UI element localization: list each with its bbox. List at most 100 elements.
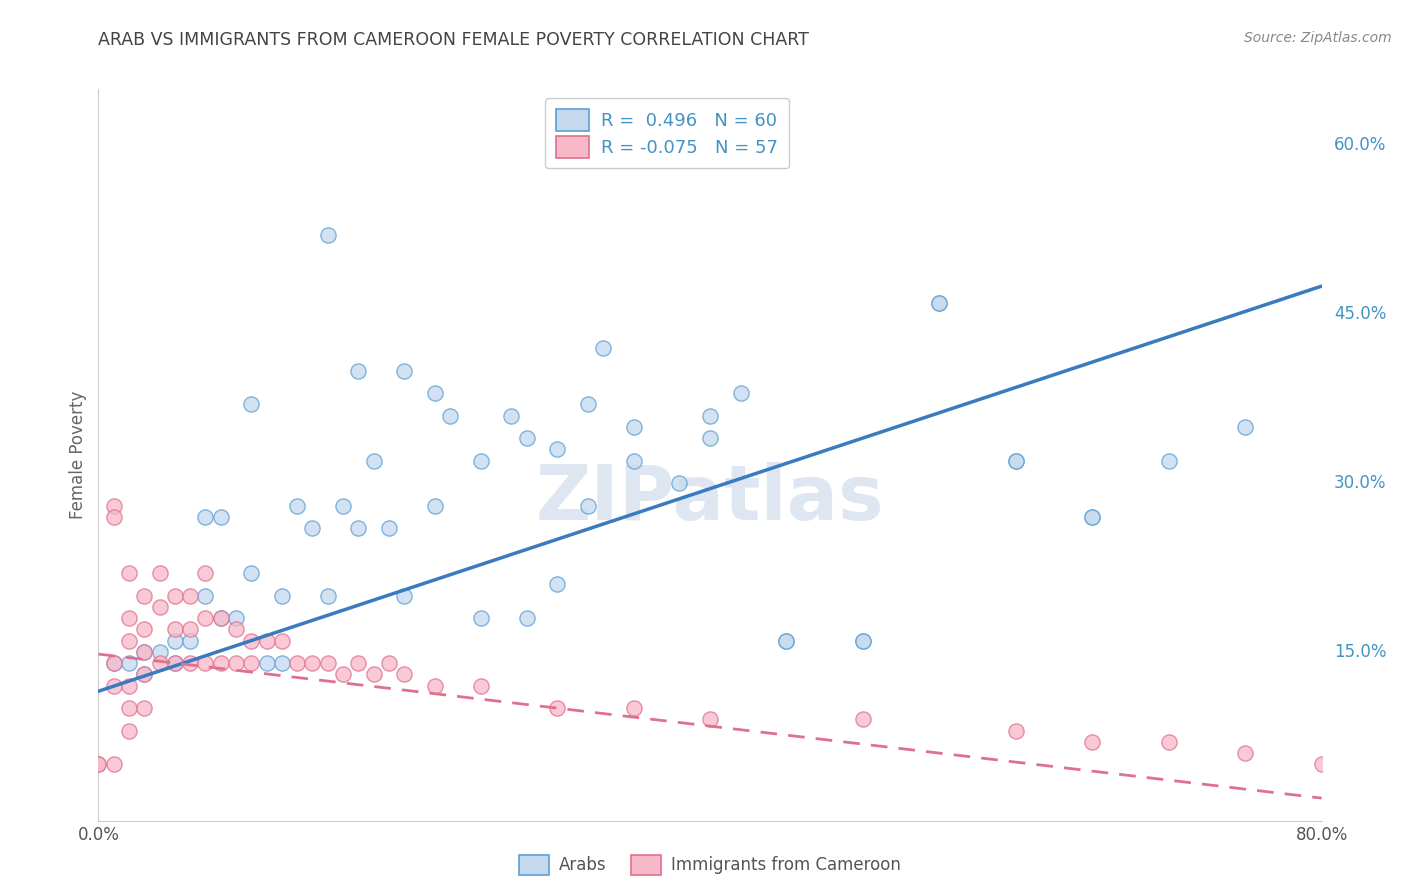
Point xyxy=(516,611,538,625)
Point xyxy=(546,442,568,457)
Point xyxy=(347,656,370,670)
Point xyxy=(225,656,247,670)
Point xyxy=(149,599,172,614)
Point xyxy=(699,431,721,445)
Point xyxy=(118,656,141,670)
Y-axis label: Female Poverty: Female Poverty xyxy=(69,391,87,519)
Point xyxy=(516,431,538,445)
Point xyxy=(134,667,156,681)
Point xyxy=(149,566,172,580)
Point xyxy=(1234,419,1257,434)
Point xyxy=(623,701,645,715)
Point xyxy=(163,623,186,637)
Point xyxy=(149,645,172,659)
Point xyxy=(775,633,797,648)
Point xyxy=(730,386,752,401)
Text: ZIPatlas: ZIPatlas xyxy=(536,462,884,536)
Point xyxy=(103,509,125,524)
Point xyxy=(301,656,323,670)
Point xyxy=(316,228,339,243)
Point xyxy=(225,623,247,637)
Point xyxy=(1004,453,1026,467)
Point xyxy=(209,509,232,524)
Point xyxy=(149,656,172,670)
Point xyxy=(103,499,125,513)
Point xyxy=(194,566,217,580)
Point xyxy=(118,701,141,715)
Point xyxy=(209,611,232,625)
Point xyxy=(378,521,401,535)
Point xyxy=(546,701,568,715)
Point xyxy=(470,453,492,467)
Point xyxy=(470,611,492,625)
Point xyxy=(103,656,125,670)
Point xyxy=(240,397,263,411)
Point xyxy=(270,633,292,648)
Point xyxy=(623,453,645,467)
Point xyxy=(546,577,568,591)
Point xyxy=(332,499,354,513)
Point xyxy=(392,363,416,377)
Point xyxy=(347,521,370,535)
Point xyxy=(163,589,186,603)
Point xyxy=(775,633,797,648)
Point xyxy=(118,679,141,693)
Point xyxy=(209,656,232,670)
Point xyxy=(134,645,156,659)
Point xyxy=(928,296,950,310)
Point xyxy=(470,679,492,693)
Text: 15.0%: 15.0% xyxy=(1334,643,1386,661)
Point xyxy=(163,656,186,670)
Point xyxy=(852,633,875,648)
Point xyxy=(285,656,308,670)
Point xyxy=(103,679,125,693)
Text: 30.0%: 30.0% xyxy=(1334,474,1386,492)
Point xyxy=(118,566,141,580)
Point xyxy=(87,757,110,772)
Point xyxy=(194,509,217,524)
Point xyxy=(270,656,292,670)
Text: 45.0%: 45.0% xyxy=(1334,305,1386,323)
Point xyxy=(134,645,156,659)
Text: ARAB VS IMMIGRANTS FROM CAMEROON FEMALE POVERTY CORRELATION CHART: ARAB VS IMMIGRANTS FROM CAMEROON FEMALE … xyxy=(98,31,810,49)
Point xyxy=(118,723,141,738)
Point xyxy=(423,386,446,401)
Point xyxy=(316,656,339,670)
Point xyxy=(103,656,125,670)
Point xyxy=(134,701,156,715)
Point xyxy=(592,341,614,355)
Point xyxy=(1157,453,1180,467)
Point xyxy=(134,623,156,637)
Point xyxy=(423,679,446,693)
Point xyxy=(134,667,156,681)
Point xyxy=(194,656,217,670)
Point xyxy=(134,589,156,603)
Point xyxy=(240,656,263,670)
Point xyxy=(179,633,201,648)
Point xyxy=(576,499,599,513)
Point xyxy=(225,611,247,625)
Point xyxy=(1081,509,1104,524)
Point xyxy=(118,611,141,625)
Point xyxy=(668,476,690,491)
Point xyxy=(179,623,201,637)
Legend: Arabs, Immigrants from Cameroon: Arabs, Immigrants from Cameroon xyxy=(512,848,908,882)
Point xyxy=(928,296,950,310)
Point xyxy=(392,589,416,603)
Point xyxy=(852,712,875,726)
Point xyxy=(378,656,401,670)
Point xyxy=(576,397,599,411)
Point xyxy=(209,611,232,625)
Point xyxy=(316,589,339,603)
Point xyxy=(347,363,370,377)
Point xyxy=(1004,453,1026,467)
Point xyxy=(118,633,141,648)
Text: Source: ZipAtlas.com: Source: ZipAtlas.com xyxy=(1244,31,1392,45)
Point xyxy=(270,589,292,603)
Point xyxy=(301,521,323,535)
Point xyxy=(332,667,354,681)
Text: 60.0%: 60.0% xyxy=(1334,136,1386,154)
Point xyxy=(103,757,125,772)
Point xyxy=(194,589,217,603)
Point xyxy=(240,566,263,580)
